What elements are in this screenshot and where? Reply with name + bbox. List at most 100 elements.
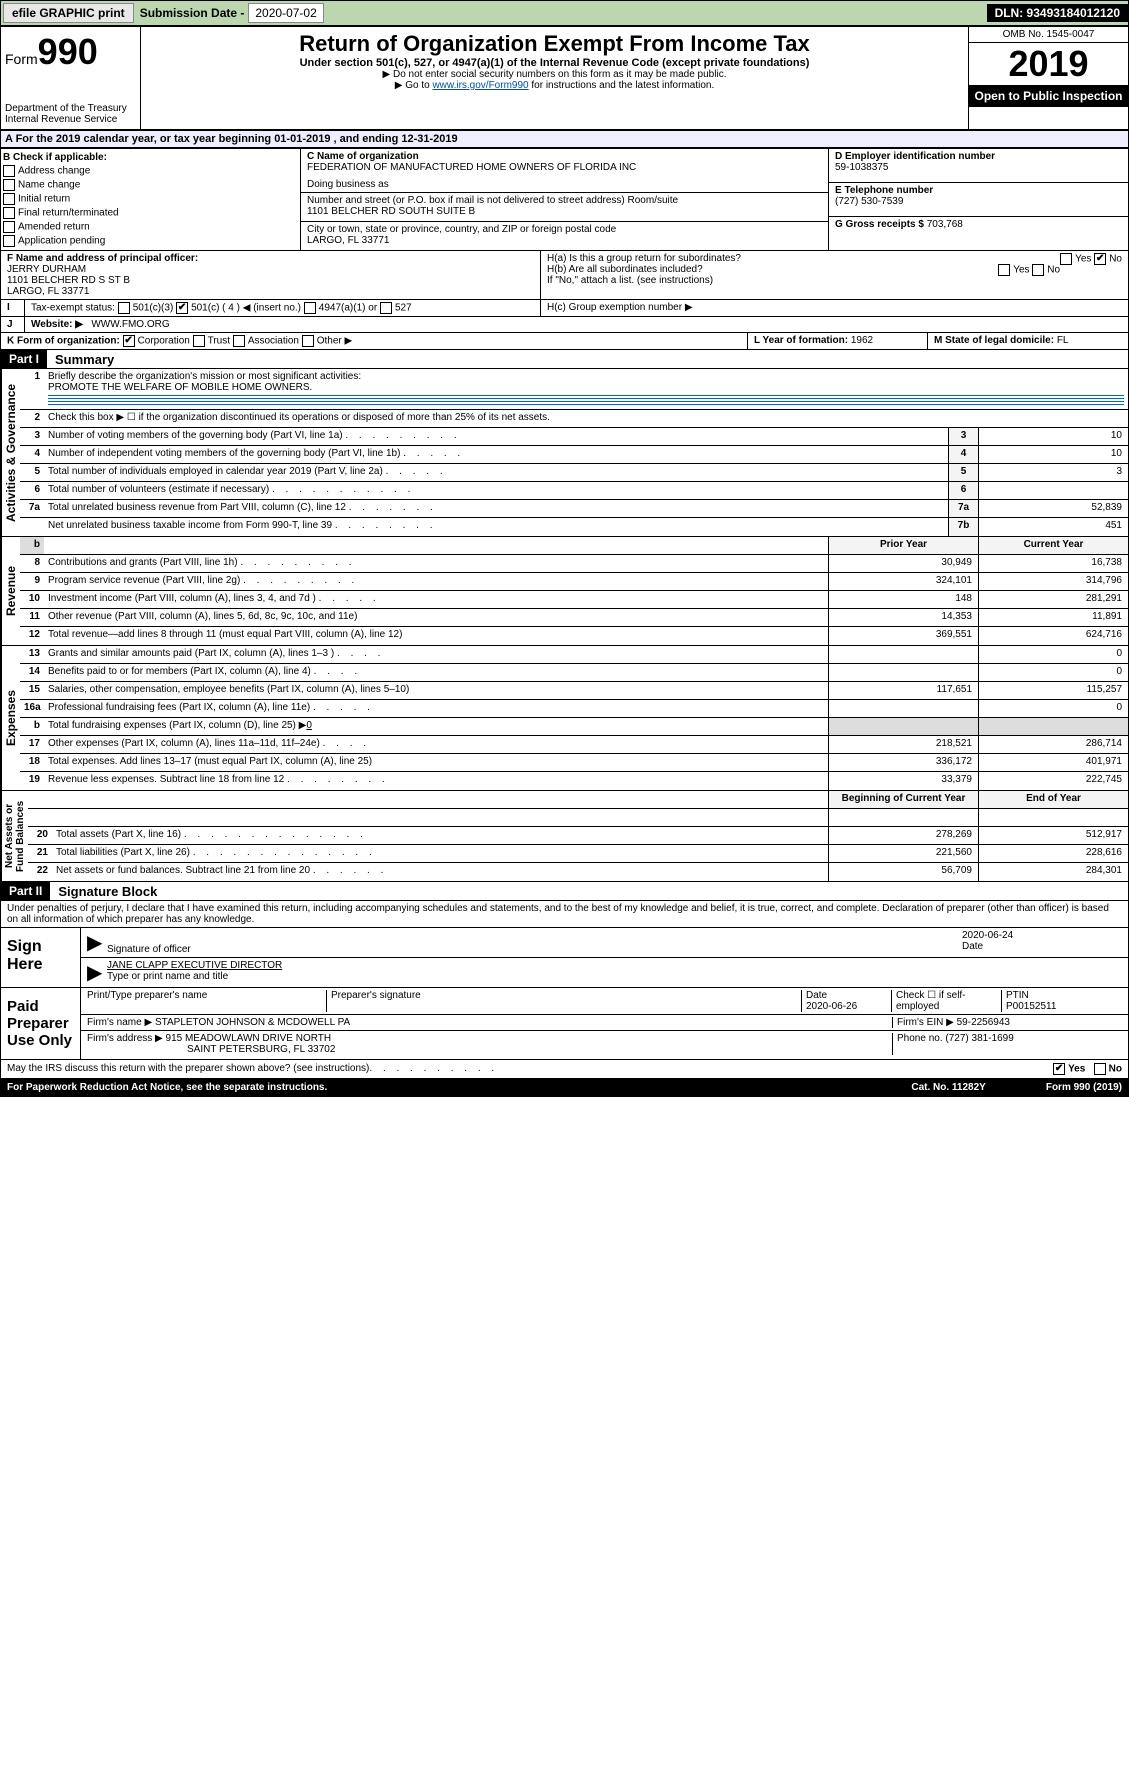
discuss-yes-check[interactable]: ✔ (1053, 1063, 1065, 1075)
form-title: Return of Organization Exempt From Incom… (145, 31, 964, 57)
l21: Total liabilities (Part X, line 26) . . … (52, 845, 828, 862)
part1-header-row: Part I Summary (0, 350, 1129, 369)
perjury-statement: Under penalties of perjury, I declare th… (0, 901, 1129, 928)
cb-501c3[interactable] (118, 302, 130, 314)
ptin-value: P00152511 (1006, 1001, 1056, 1012)
cb-trust[interactable] (193, 335, 205, 347)
l17: Other expenses (Part IX, column (A), lin… (44, 736, 828, 753)
paid-preparer-block: Paid Preparer Use Only Print/Type prepar… (0, 988, 1129, 1060)
l3: Number of voting members of the governin… (44, 428, 948, 445)
firm-phone: (727) 381-1699 (945, 1033, 1013, 1044)
l7b-value: 451 (978, 518, 1128, 536)
firm-name-label: Firm's name ▶ (87, 1017, 152, 1028)
officer-typed-name: JANE CLAPP EXECUTIVE DIRECTOR (107, 960, 282, 971)
sig-date1: 2020-06-24 (962, 930, 1013, 941)
revenue-section: Revenue bPrior YearCurrent Year 8Contrib… (0, 537, 1129, 646)
ha-row: H(a) Is this a group return for subordin… (547, 253, 1122, 264)
l22-eoy: 284,301 (978, 863, 1128, 881)
l11: Other revenue (Part VIII, column (A), li… (44, 609, 828, 626)
cb-corporation[interactable]: ✔ (123, 335, 135, 347)
l9-curr: 314,796 (978, 573, 1128, 590)
firm-ein: 59-2256943 (957, 1017, 1010, 1028)
sig-date1-label: Date (962, 941, 983, 952)
m-label: M State of legal domicile: (934, 335, 1054, 346)
hc-row: H(c) Group exemption number ▶ (541, 300, 1128, 316)
l18: Total expenses. Add lines 13–17 (must eq… (44, 754, 828, 771)
l10-prior: 148 (828, 591, 978, 608)
l19: Revenue less expenses. Subtract line 18 … (44, 772, 828, 790)
l6-value (978, 482, 1128, 499)
k-label: K Form of organization: (7, 336, 120, 347)
l14: Benefits paid to or for members (Part IX… (44, 664, 828, 681)
sign-here-block: Sign Here ▶Signature of officer2020-06-2… (0, 928, 1129, 988)
telephone-label: E Telephone number (835, 185, 1122, 196)
l21-boy: 221,560 (828, 845, 978, 862)
l11-curr: 11,891 (978, 609, 1128, 626)
l7a-value: 52,839 (978, 500, 1128, 517)
l7a: Total unrelated business revenue from Pa… (44, 500, 948, 517)
box-b: B Check if applicable: Address change Na… (1, 149, 301, 250)
l14-prior (828, 664, 978, 681)
prior-year-header: Prior Year (828, 537, 978, 554)
l5-value: 3 (978, 464, 1128, 481)
vlabel-revenue: Revenue (1, 537, 20, 645)
efile-print-button[interactable]: efile GRAPHIC print (3, 3, 134, 23)
l1-mission: PROMOTE THE WELFARE OF MOBILE HOME OWNER… (48, 382, 312, 393)
hb-note: If "No," attach a list. (see instruction… (547, 275, 1122, 286)
firm-name: STAPLETON JOHNSON & MCDOWELL PA (155, 1017, 350, 1028)
open-to-public: Open to Public Inspection (969, 85, 1128, 107)
form-subtitle-1: Under section 501(c), 527, or 4947(a)(1)… (145, 57, 964, 69)
cb-association[interactable] (233, 335, 245, 347)
discuss-row: May the IRS discuss this return with the… (0, 1060, 1129, 1079)
l-value: 1962 (851, 335, 873, 346)
l16a: Professional fundraising fees (Part IX, … (44, 700, 828, 717)
form-org-row: K Form of organization: ✔Corporation Tru… (0, 333, 1129, 350)
prep-sig-label: Preparer's signature (327, 990, 802, 1012)
l10-curr: 281,291 (978, 591, 1128, 608)
discuss-no-check[interactable] (1094, 1063, 1106, 1075)
l12: Total revenue—add lines 8 through 11 (mu… (44, 627, 828, 645)
org-name-label: C Name of organization (307, 151, 822, 162)
l19-curr: 222,745 (978, 772, 1128, 790)
cb-other[interactable] (302, 335, 314, 347)
cb-application-pending[interactable]: Application pending (3, 234, 298, 248)
tax-exempt-row: I Tax-exempt status: 501(c)(3) ✔501(c) (… (0, 300, 1129, 317)
l17-curr: 286,714 (978, 736, 1128, 753)
irs-link[interactable]: www.irs.gov/Form990 (432, 80, 528, 91)
cb-initial-return[interactable]: Initial return (3, 192, 298, 206)
cb-name-change[interactable]: Name change (3, 178, 298, 192)
firm-ein-label: Firm's EIN ▶ (897, 1017, 954, 1028)
l14-curr: 0 (978, 664, 1128, 681)
l8: Contributions and grants (Part VIII, lin… (44, 555, 828, 572)
officer-label: F Name and address of principal officer: (7, 253, 534, 264)
prep-date-label: Date (806, 990, 827, 1001)
boy-header: Beginning of Current Year (828, 791, 978, 808)
l7b: Net unrelated business taxable income fr… (44, 518, 948, 536)
vlabel-governance: Activities & Governance (1, 369, 20, 536)
l10: Investment income (Part VIII, column (A)… (44, 591, 828, 608)
l3-value: 10 (978, 428, 1128, 445)
l13: Grants and similar amounts paid (Part IX… (44, 646, 828, 663)
prep-name-label: Print/Type preparer's name (87, 990, 327, 1012)
ein-value: 59-1038375 (835, 162, 1122, 173)
cb-final-return[interactable]: Final return/terminated (3, 206, 298, 220)
submission-date-value: 2020-07-02 (248, 3, 323, 23)
l8-prior: 30,949 (828, 555, 978, 572)
self-employed-check[interactable]: Check ☐ if self-employed (892, 990, 1002, 1012)
net-assets-section: Net Assets or Fund Balances Beginning of… (0, 791, 1129, 882)
paid-preparer-label: Paid Preparer Use Only (1, 988, 81, 1059)
l-label: L Year of formation: (754, 335, 848, 346)
cat-no: Cat. No. 11282Y (911, 1082, 985, 1093)
expenses-section: Expenses 13Grants and similar amounts pa… (0, 646, 1129, 791)
part2-badge: Part II (1, 882, 50, 900)
l8-curr: 16,738 (978, 555, 1128, 572)
sig-officer-label: Signature of officer (107, 944, 191, 955)
cb-527[interactable] (380, 302, 392, 314)
tax-year: 2019 (969, 43, 1128, 85)
l13-curr: 0 (978, 646, 1128, 663)
cb-501c[interactable]: ✔ (176, 302, 188, 314)
cb-4947[interactable] (304, 302, 316, 314)
cb-amended-return[interactable]: Amended return (3, 220, 298, 234)
part2-title: Signature Block (50, 884, 157, 899)
cb-address-change[interactable]: Address change (3, 164, 298, 178)
